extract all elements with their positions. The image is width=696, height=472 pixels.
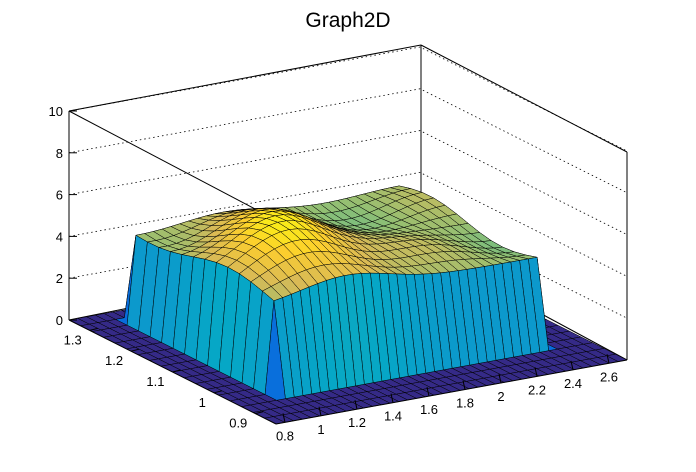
back-edge-top <box>68 44 422 112</box>
x-tick-mark <box>606 354 610 364</box>
x-tick-mark <box>354 400 358 410</box>
z-tick-label: 8 <box>56 146 63 161</box>
x-tick-label: 1.8 <box>456 396 474 411</box>
x-ticks: 0.8 1 1.2 1.4 1.6 1.8 2 2.2 2.4 2.6 <box>276 354 618 443</box>
z-ticks: 0 2 4 6 8 10 <box>49 104 77 328</box>
y-tick-label: 1.2 <box>105 353 123 368</box>
x-tick-mark <box>390 393 394 403</box>
x-tick-label: 2.6 <box>600 369 618 384</box>
y-tick-mark <box>89 327 98 331</box>
x-tick-mark <box>282 413 286 423</box>
x-tick-mark <box>462 380 466 390</box>
x-tick-mark <box>534 367 538 377</box>
front-diagonal <box>68 110 277 221</box>
surface-cell <box>264 300 286 401</box>
z-gridline <box>68 46 628 152</box>
x-tick-label: 1 <box>317 422 324 437</box>
y-tick-label: 0.9 <box>229 416 247 431</box>
z-tick-label: 6 <box>56 188 63 203</box>
x-tick-mark <box>426 386 430 397</box>
y-ticks: 0.9 1 1.1 1.2 1.3 <box>64 327 264 431</box>
x-tick-label: 2.4 <box>564 376 582 391</box>
y-tick-mark <box>172 369 181 373</box>
z-tick-label: 0 <box>56 313 63 328</box>
x-tick-mark <box>318 406 322 416</box>
y-tick-mark <box>255 411 264 415</box>
chart-title: Graph2D <box>305 9 390 32</box>
y-tick-label: 1.1 <box>146 374 164 389</box>
x-tick-label: 1.4 <box>384 409 402 424</box>
z-tick-label: 10 <box>49 104 63 119</box>
x-tick-label: 2.2 <box>528 382 546 397</box>
y-tick-label: 1.3 <box>64 332 82 347</box>
x-tick-mark <box>570 360 574 370</box>
x-tick-mark <box>498 373 502 384</box>
surface-mesh <box>114 185 559 401</box>
x-axis <box>275 359 628 425</box>
z-tick-label: 2 <box>56 271 63 286</box>
x-tick-label: 1.2 <box>348 415 366 430</box>
x-tick-label: 1.6 <box>420 402 438 417</box>
y-tick-label: 1 <box>199 395 206 410</box>
z-gridline <box>68 171 628 277</box>
x-tick-label: 0.8 <box>276 428 294 443</box>
z-tick-label: 4 <box>56 229 63 244</box>
z-gridline <box>68 130 628 235</box>
back-edge-top-right <box>420 44 628 153</box>
y-tick-mark <box>213 390 223 394</box>
y-tick-mark <box>130 348 140 352</box>
x-tick-label: 2 <box>497 389 504 404</box>
z-gridline <box>68 88 628 194</box>
